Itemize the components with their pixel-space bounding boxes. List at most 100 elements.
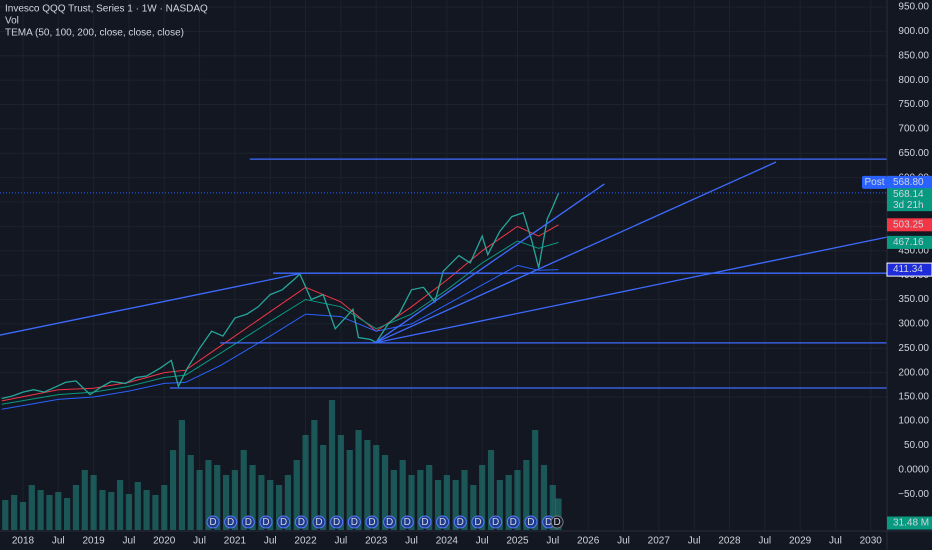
dividend-marker xyxy=(224,515,238,529)
volume-bar xyxy=(364,440,371,530)
volume-pane xyxy=(2,400,562,530)
x-tick-label: Jul xyxy=(688,536,701,547)
dividend-label: D xyxy=(553,517,560,528)
volume-bar xyxy=(169,450,177,530)
tag-box xyxy=(862,175,887,189)
dividend-label: D xyxy=(209,517,216,528)
dividend-label: D xyxy=(245,517,252,528)
price-tag-label: 411.34 xyxy=(893,264,923,275)
volume-bar xyxy=(275,485,283,530)
volume-bar xyxy=(152,495,159,530)
volume-bar xyxy=(161,485,168,530)
volume-bar xyxy=(399,460,406,530)
dividend-marker xyxy=(347,515,361,529)
volume-bar xyxy=(390,470,397,530)
volume-bar xyxy=(373,445,380,530)
y-tick-label: 350.00 xyxy=(898,294,929,305)
volume-bar xyxy=(55,492,62,530)
trendline xyxy=(374,183,605,344)
volume-bar xyxy=(346,450,353,530)
volume-bar xyxy=(28,485,35,530)
dividend-label: D xyxy=(262,517,269,528)
volume-bar xyxy=(328,400,336,530)
volume-bar xyxy=(426,465,433,530)
volume-bar xyxy=(72,485,80,530)
x-tick-label: 2026 xyxy=(577,536,600,547)
volume-bar xyxy=(222,475,230,530)
volume-tag xyxy=(887,516,932,530)
countdown-label: 3d 21h xyxy=(893,200,924,211)
dividend-marker xyxy=(365,515,379,529)
x-tick-label: 2030 xyxy=(860,536,883,547)
volume-bar xyxy=(187,455,194,530)
x-tick-label: Jul xyxy=(264,536,277,547)
dividend-label: D xyxy=(421,517,428,528)
volume-bar xyxy=(205,460,212,530)
volume-bar xyxy=(117,480,124,530)
y-tick-label: 950.00 xyxy=(898,2,929,13)
y-tick-label: 850.00 xyxy=(898,50,929,61)
x-tick-label: 2023 xyxy=(365,536,388,547)
volume-bar xyxy=(134,482,141,530)
volume-bar xyxy=(267,480,274,530)
dividend-marker xyxy=(506,515,520,529)
volume-bar xyxy=(311,420,318,530)
volume-bar xyxy=(196,470,203,530)
axes: 950.00 900.00 850.00 800.00 750.00 700.00 650.… xyxy=(12,2,932,547)
x-tick-label: Jul xyxy=(476,536,489,547)
price-tag-label: 568.14 xyxy=(893,189,924,200)
volume-bar xyxy=(19,502,27,530)
y-tick-label: 800.00 xyxy=(898,75,929,86)
dividend-label: D xyxy=(474,517,481,528)
y-tick-label: 150.00 xyxy=(898,392,929,403)
volume-bar xyxy=(549,485,556,530)
x-tick-label: Jul xyxy=(758,536,771,547)
x-tick-label: Jul xyxy=(52,536,65,547)
dividend-label: D xyxy=(227,517,234,528)
volume-bar xyxy=(249,465,256,530)
y-tick-label: 700.00 xyxy=(898,124,929,135)
dividend-marker xyxy=(524,515,538,529)
x-tick-label: 2025 xyxy=(506,536,529,547)
price-tag-label: 467.16 xyxy=(893,237,924,248)
tema-line xyxy=(1,240,559,405)
volume-bar xyxy=(337,435,344,530)
dividend-marker xyxy=(550,515,564,529)
dividend-label: D xyxy=(492,517,499,528)
volume-bar xyxy=(523,460,530,530)
price-tag-label: 568.80 xyxy=(893,177,924,188)
volume-bar xyxy=(143,490,150,530)
y-tick-label: 650.00 xyxy=(898,148,929,159)
dividend-label: D xyxy=(298,517,305,528)
volume-bar xyxy=(46,495,53,530)
dividend-label: D xyxy=(404,517,411,528)
volume-bar xyxy=(108,492,115,530)
volume-bar xyxy=(505,475,512,530)
volume-bar xyxy=(540,465,548,530)
volume-bar xyxy=(231,470,238,530)
volume-bar xyxy=(11,495,18,530)
volume-tick-label: 50.00 xyxy=(904,440,929,451)
dividend-marker xyxy=(241,515,255,529)
volume-bar xyxy=(302,435,309,530)
dividend-marker xyxy=(330,515,344,529)
volume-bar xyxy=(452,480,459,530)
dividend-label: D xyxy=(527,517,534,528)
x-tick-label: 2024 xyxy=(436,536,459,547)
price-tag xyxy=(887,235,932,249)
volume-bar xyxy=(487,450,495,530)
x-tick-label: 2018 xyxy=(12,536,35,547)
dividend-marker xyxy=(312,515,326,529)
volume-bar xyxy=(240,450,247,530)
volume-bar xyxy=(81,470,88,530)
y-tick-label: 300.00 xyxy=(898,319,929,330)
volume-bar xyxy=(470,485,477,530)
dividend-label: D xyxy=(439,517,446,528)
price-line xyxy=(1,192,560,400)
x-tick-label: 2029 xyxy=(789,536,812,547)
y-tick-label: 200.00 xyxy=(898,367,929,378)
x-tick-label: Jul xyxy=(617,536,630,547)
volume-bar xyxy=(178,420,186,530)
price-tag xyxy=(887,218,932,232)
volume-bar xyxy=(417,470,424,530)
